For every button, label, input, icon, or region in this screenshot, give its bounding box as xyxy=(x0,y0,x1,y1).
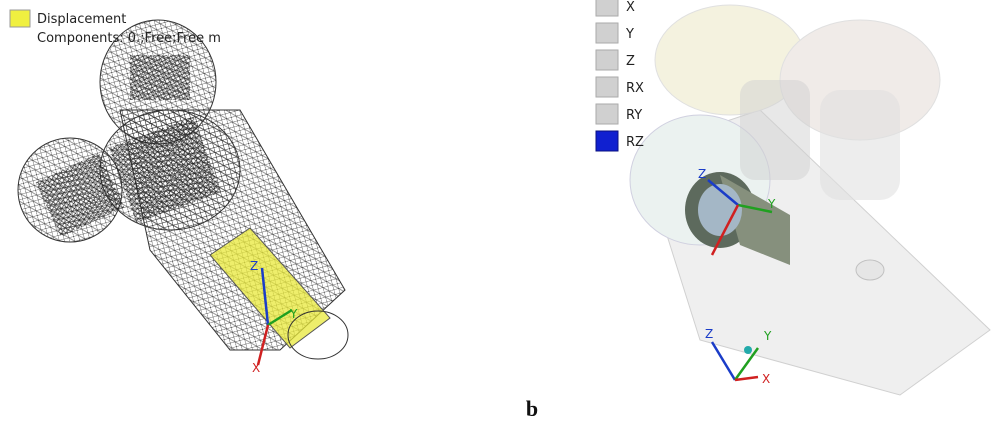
z-label: Z xyxy=(705,327,713,341)
dof-checkbox[interactable] xyxy=(596,77,618,97)
z-label: Z xyxy=(698,167,706,181)
pivot xyxy=(744,346,752,354)
dof-checkbox[interactable] xyxy=(596,104,618,124)
legend-label: Displacement xyxy=(37,12,126,27)
x-label: X xyxy=(252,361,260,375)
figure: Z Y X Displacement Components: 0.;Free;F… xyxy=(0,0,998,425)
dof-label: X xyxy=(626,0,635,15)
dof-checkbox[interactable] xyxy=(596,131,618,151)
dof-label: Z xyxy=(626,54,635,69)
x-label: X xyxy=(762,372,770,386)
right-model xyxy=(630,5,990,395)
dof-checkbox[interactable] xyxy=(596,0,618,16)
dof-label: RX xyxy=(626,81,644,96)
dof-label: RZ xyxy=(626,135,644,150)
y-label: Y xyxy=(767,197,776,211)
legend: Displacement Components: 0.;Free;Free m xyxy=(10,10,221,46)
dof-label: RY xyxy=(626,108,642,123)
z-label: Z xyxy=(250,259,258,273)
x-axis xyxy=(735,377,758,380)
dof-checkbox[interactable] xyxy=(596,50,618,70)
dof-checkbox[interactable] xyxy=(596,23,618,43)
y-label: Y xyxy=(289,307,298,321)
caption: b xyxy=(526,396,538,421)
y-label: Y xyxy=(763,329,772,343)
dof-label: Y xyxy=(625,27,634,42)
dof-list: XYZ RX RY RZ xyxy=(596,0,644,151)
left-model xyxy=(18,20,348,359)
legend-components: Components: 0.;Free;Free m xyxy=(37,31,221,46)
legend-swatch xyxy=(10,10,30,27)
